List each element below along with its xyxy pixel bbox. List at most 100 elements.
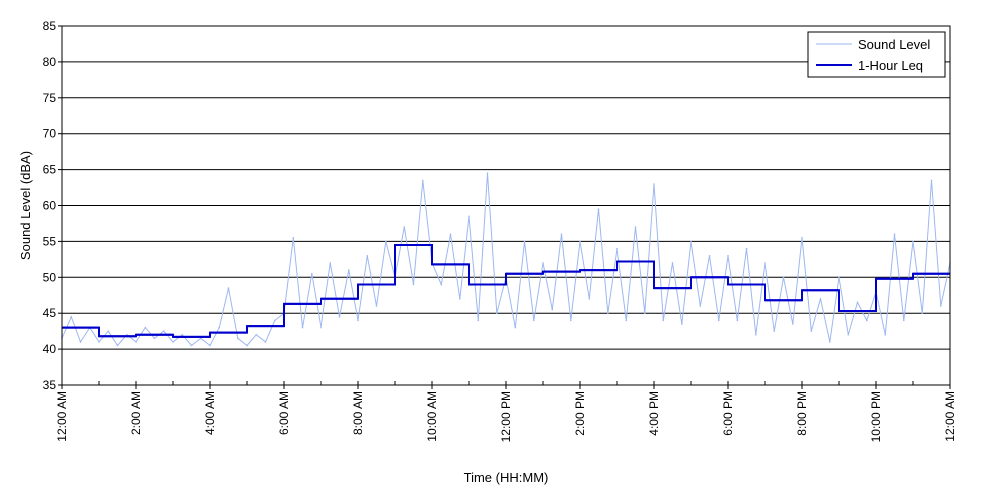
sound-level-point-1 bbox=[70, 316, 73, 318]
sound-level-point-90 bbox=[893, 233, 896, 235]
legend-entry-1-hour-leq: 1-Hour Leq bbox=[858, 58, 923, 73]
x-tick-label-4: 8:00 AM bbox=[351, 391, 365, 435]
sound-level-point-52 bbox=[542, 262, 544, 264]
sound-level-point-20 bbox=[246, 344, 248, 347]
sound-level-point-70 bbox=[708, 255, 711, 257]
x-tick-label-8: 4:00 PM bbox=[647, 391, 661, 436]
sound-level-point-81 bbox=[810, 330, 813, 332]
x-tick-label-7: 2:00 PM bbox=[573, 391, 587, 436]
legend-entry-sound-level: Sound Level bbox=[858, 37, 930, 52]
sound-level-point-91 bbox=[903, 319, 905, 322]
sound-level-point-62 bbox=[634, 226, 637, 228]
x-tick-label-9: 6:00 PM bbox=[721, 391, 735, 436]
sound-level-point-2 bbox=[79, 341, 82, 343]
sound-level-point-83 bbox=[829, 341, 831, 343]
sound-level-point-54 bbox=[560, 233, 563, 235]
sound-level-point-21 bbox=[255, 333, 258, 336]
y-tick-label-55: 55 bbox=[43, 234, 57, 248]
sound-level-point-78 bbox=[782, 276, 785, 279]
sound-level-point-56 bbox=[579, 240, 581, 243]
sound-level-point-61 bbox=[625, 319, 628, 322]
sound-level-point-68 bbox=[690, 240, 692, 243]
sound-level-point-10 bbox=[153, 337, 156, 340]
sound-level-point-64 bbox=[653, 183, 655, 185]
sound-level-point-5 bbox=[107, 330, 110, 332]
x-tick-label-10: 8:00 PM bbox=[795, 391, 809, 436]
sound-level-point-50 bbox=[523, 240, 526, 243]
x-tick-label-6: 12:00 PM bbox=[499, 391, 513, 442]
y-tick-label-60: 60 bbox=[43, 199, 57, 213]
sound-level-point-29 bbox=[329, 262, 332, 264]
sound-level-point-94 bbox=[930, 179, 933, 182]
sound-level-point-27 bbox=[311, 272, 313, 275]
sound-level-point-79 bbox=[792, 323, 794, 325]
sound-level-point-73 bbox=[736, 319, 739, 322]
sound-level-point-34 bbox=[375, 305, 378, 307]
sound-level-point-31 bbox=[348, 269, 350, 271]
legend: Sound Level 1-Hour Leq bbox=[807, 31, 946, 78]
sound-level-point-72 bbox=[727, 255, 729, 257]
sound-level-point-42 bbox=[449, 233, 452, 235]
sound-level-point-23 bbox=[274, 319, 276, 322]
sound-level-point-32 bbox=[357, 319, 359, 322]
sound-level-point-49 bbox=[514, 326, 517, 329]
sound-level-point-55 bbox=[570, 319, 572, 322]
sound-level-point-47 bbox=[496, 312, 498, 315]
sound-level-point-74 bbox=[745, 247, 748, 250]
sound-level-point-19 bbox=[237, 337, 239, 340]
x-axis-label: Time (HH:MM) bbox=[464, 470, 549, 485]
sound-level-point-33 bbox=[366, 255, 369, 257]
sound-level-point-71 bbox=[718, 319, 720, 322]
sound-level-point-53 bbox=[551, 308, 554, 311]
sound-level-point-16 bbox=[209, 344, 211, 347]
sound-level-point-92 bbox=[912, 240, 914, 243]
sound-level-point-22 bbox=[264, 341, 267, 343]
x-tick-label-12: 12:00 AM bbox=[943, 391, 957, 442]
sound-level-point-13 bbox=[181, 333, 184, 336]
x-tick-label-0: 12:00 AM bbox=[55, 391, 69, 442]
sound-level-point-93 bbox=[921, 312, 924, 315]
y-tick-label-85: 85 bbox=[43, 19, 57, 33]
sound-level-point-38 bbox=[412, 283, 415, 286]
sound-level-point-87 bbox=[866, 319, 868, 322]
sound-level-point-45 bbox=[477, 319, 480, 322]
sound-level-point-60 bbox=[616, 247, 618, 250]
sound-level-point-85 bbox=[847, 333, 850, 336]
sound-level-point-43 bbox=[459, 298, 461, 300]
sound-level-point-39 bbox=[422, 179, 424, 182]
y-tick-label-70: 70 bbox=[43, 127, 57, 141]
y-tick-label-80: 80 bbox=[43, 55, 57, 69]
sound-level-point-80 bbox=[801, 237, 803, 239]
sound-level-point-65 bbox=[662, 319, 665, 322]
legend-box bbox=[807, 31, 946, 78]
x-tick-label-2: 4:00 AM bbox=[203, 391, 217, 435]
sound-level-point-59 bbox=[607, 312, 609, 315]
sound-level-point-11 bbox=[163, 330, 165, 332]
sound-level-point-63 bbox=[644, 312, 646, 315]
sound-level-point-58 bbox=[597, 208, 600, 210]
sound-level-point-18 bbox=[227, 287, 230, 289]
x-tick-label-3: 6:00 AM bbox=[277, 391, 291, 435]
sound-level-point-25 bbox=[292, 237, 295, 239]
sound-level-point-41 bbox=[440, 283, 443, 286]
sound-level-point-86 bbox=[856, 301, 859, 304]
y-tick-label-45: 45 bbox=[43, 306, 57, 320]
sound-level-point-95 bbox=[940, 305, 942, 307]
sound-level-point-84 bbox=[838, 276, 840, 279]
sound-level-point-44 bbox=[468, 215, 470, 218]
sound-level-point-12 bbox=[172, 341, 174, 343]
sound-level-point-51 bbox=[533, 319, 535, 322]
y-axis-label: Sound Level (dBA) bbox=[18, 151, 33, 260]
sound-level-point-8 bbox=[135, 341, 137, 343]
sound-level-point-26 bbox=[301, 326, 304, 329]
sound-level-point-9 bbox=[144, 326, 147, 329]
sound-level-point-35 bbox=[385, 240, 387, 243]
y-tick-label-50: 50 bbox=[43, 270, 57, 284]
sound-level-point-30 bbox=[338, 316, 341, 318]
sound-level-point-77 bbox=[773, 330, 776, 332]
sound-level-point-17 bbox=[218, 326, 221, 329]
sound-level-point-66 bbox=[671, 262, 674, 264]
sound-level-point-28 bbox=[320, 326, 322, 329]
sound-level-point-37 bbox=[403, 226, 406, 228]
